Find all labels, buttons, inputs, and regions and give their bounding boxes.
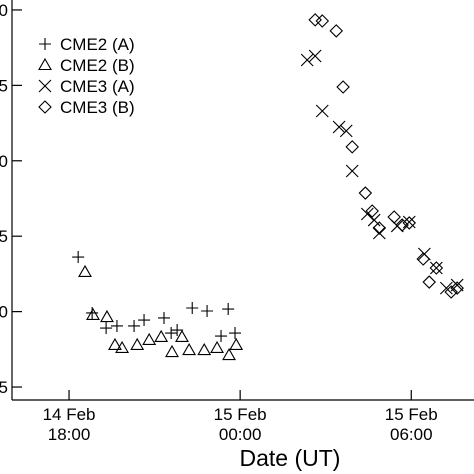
point <box>329 24 344 38</box>
point <box>215 330 228 343</box>
point <box>308 49 322 63</box>
point <box>372 226 386 240</box>
point <box>367 213 381 227</box>
x-axis-label: Date (UT) <box>240 445 341 471</box>
y-tick-label: 0 <box>0 303 8 322</box>
y-tick-label: 5 <box>0 227 8 246</box>
legend-marker <box>39 38 51 50</box>
point <box>186 301 199 314</box>
point <box>229 327 242 340</box>
point <box>86 307 100 320</box>
point <box>444 285 458 299</box>
point <box>300 53 314 67</box>
point <box>372 221 387 235</box>
point <box>171 324 184 337</box>
point <box>142 332 157 346</box>
x-tick-label: 00:00 <box>219 425 262 444</box>
point <box>154 329 169 343</box>
point <box>222 303 235 316</box>
point <box>345 140 360 154</box>
legend-marker <box>38 100 52 114</box>
point <box>315 104 329 118</box>
legend-label: CME3 (B) <box>60 98 135 117</box>
point <box>115 340 130 354</box>
point <box>229 337 244 350</box>
point <box>345 164 359 178</box>
point <box>315 14 330 28</box>
y-tick-label: 0 <box>0 1 8 20</box>
point <box>402 215 416 229</box>
point <box>165 327 178 340</box>
point <box>416 252 431 266</box>
legend-label: CME2 (B) <box>60 56 135 75</box>
point <box>175 329 189 343</box>
x-tick-label: 06:00 <box>390 425 433 444</box>
point <box>395 218 409 232</box>
point <box>387 210 401 224</box>
point <box>429 261 443 275</box>
point <box>128 319 141 332</box>
x-tick-label: 18:00 <box>48 425 91 444</box>
y-tick-label: 0 <box>0 152 8 171</box>
point <box>100 322 113 335</box>
point <box>429 261 444 275</box>
point <box>439 281 453 295</box>
point <box>182 342 197 356</box>
point <box>86 306 99 319</box>
legend-label: CME3 (A) <box>60 77 135 96</box>
point <box>138 314 151 327</box>
legend-marker <box>38 57 52 71</box>
point <box>201 305 214 318</box>
x-tick-label: 15 Feb <box>385 405 438 424</box>
point <box>110 319 123 332</box>
point <box>365 204 379 218</box>
point <box>358 186 373 200</box>
point <box>339 124 353 138</box>
point <box>100 309 114 323</box>
legend-marker <box>38 79 52 93</box>
point <box>78 264 92 277</box>
legend-label: CME2 (A) <box>60 35 135 54</box>
point <box>130 337 145 350</box>
point <box>197 342 212 356</box>
point <box>332 120 346 134</box>
point <box>336 80 350 94</box>
point <box>360 207 374 221</box>
point <box>158 311 171 324</box>
point <box>72 251 85 264</box>
point <box>422 275 437 289</box>
point <box>450 281 464 295</box>
y-tick-label: 5 <box>0 378 8 397</box>
y-tick-label: 5 <box>0 76 8 95</box>
x-tick-label: 14 Feb <box>43 405 96 424</box>
point <box>450 278 464 292</box>
x-tick-label: 15 Feb <box>214 405 267 424</box>
point <box>402 216 417 230</box>
point <box>108 337 122 350</box>
point <box>210 340 224 354</box>
point <box>222 347 236 361</box>
point <box>165 344 179 358</box>
